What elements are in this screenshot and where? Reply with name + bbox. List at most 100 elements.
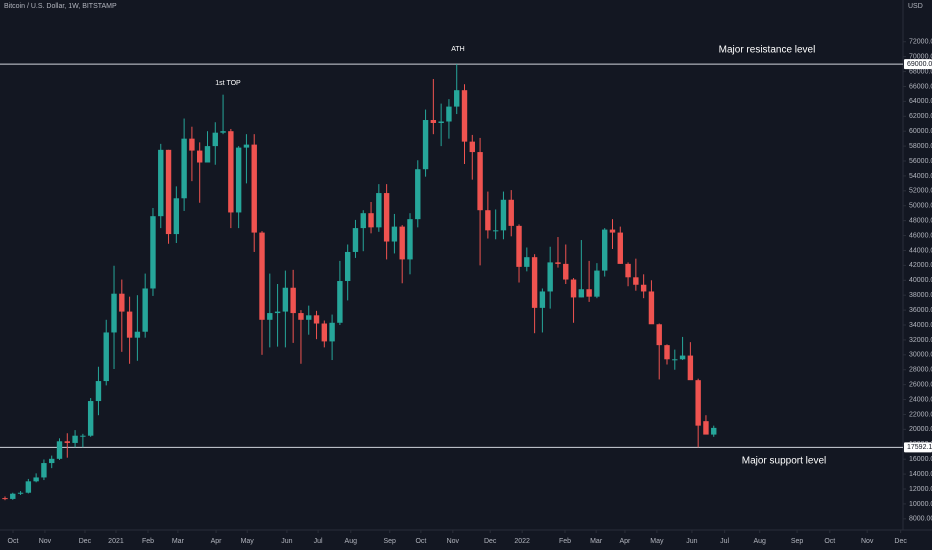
x-tick-label: Oct: [824, 538, 835, 545]
candle-body: [687, 355, 694, 381]
candle-body: [500, 199, 507, 231]
y-tick-label: 44000.00: [909, 247, 932, 254]
candle-body: [664, 345, 670, 360]
y-tick-label: 36000.00: [909, 307, 932, 314]
x-tick-label: Feb: [142, 538, 154, 545]
candle-body: [555, 262, 561, 264]
candle-body: [672, 359, 678, 361]
candle-body: [446, 106, 452, 122]
candle-body: [469, 141, 475, 153]
y-tick-label: 58000.00: [909, 143, 932, 150]
candle-body: [485, 210, 491, 231]
candle-body: [158, 149, 164, 217]
y-tick-label: 32000.00: [909, 337, 932, 344]
candle-body: [41, 463, 47, 478]
annotation: Major resistance level: [719, 45, 816, 56]
candle-body: [134, 331, 141, 338]
candle-body: [609, 229, 616, 233]
y-tick-label: 70000.00: [909, 53, 932, 60]
y-tick-label: 62000.00: [909, 113, 932, 120]
candle-body: [508, 199, 514, 226]
level-label: 17592.18: [907, 444, 932, 451]
candle-body: [711, 427, 717, 435]
x-tick-label: Mar: [590, 538, 603, 545]
candle-body: [679, 355, 686, 360]
candle-body: [633, 277, 639, 285]
candle-body: [430, 120, 437, 123]
candle-body: [516, 225, 522, 267]
candle-body: [648, 291, 655, 325]
candle-body: [10, 493, 16, 499]
y-tick-label: 16000.00: [909, 456, 932, 463]
x-tick-label: Feb: [559, 538, 571, 545]
annotation: ATH: [451, 46, 464, 53]
annotation: 1st TOP: [215, 80, 241, 87]
candle-body: [72, 435, 78, 443]
x-tick-label: Jul: [720, 538, 729, 545]
y-tick-label: 26000.00: [909, 381, 932, 388]
candle-body: [228, 131, 234, 213]
candle-body: [578, 289, 585, 298]
y-tick-label: 64000.00: [909, 98, 932, 105]
candle-body: [415, 169, 421, 220]
candle-body: [56, 441, 63, 459]
candle-body: [617, 232, 623, 264]
x-tick-label: Apr: [619, 538, 631, 545]
candle-body: [126, 311, 133, 338]
x-tick-label: Sep: [384, 538, 397, 545]
candle-body: [111, 293, 117, 333]
candle-body: [539, 291, 546, 308]
y-tick-label: 60000.00: [909, 128, 932, 135]
candle-body: [368, 213, 374, 228]
y-tick-label: 72000.00: [909, 39, 932, 46]
x-tick-label: Nov: [39, 538, 52, 545]
x-tick-label: Oct: [8, 538, 19, 545]
candle-body: [625, 263, 631, 278]
candle-body: [33, 477, 39, 482]
candle-body: [196, 150, 203, 163]
candle-body: [531, 257, 538, 308]
y-tick-label: 28000.00: [909, 367, 932, 374]
candle-body: [298, 313, 304, 320]
y-tick-label: 66000.00: [909, 83, 932, 90]
candle-body: [274, 311, 281, 314]
x-tick-label: May: [650, 538, 664, 545]
candle-body: [438, 121, 444, 123]
candle-body: [173, 198, 180, 235]
y-tick-label: 42000.00: [909, 262, 932, 269]
y-tick-label: 24000.00: [909, 396, 932, 403]
candle-body: [119, 293, 125, 312]
y-tick-label: 8000.00: [909, 516, 932, 523]
candle-body: [313, 315, 320, 324]
level-label: 69000.00: [907, 61, 932, 68]
candle-body: [2, 498, 8, 500]
candle-body: [695, 380, 701, 426]
candle-body: [181, 138, 187, 199]
candle-body: [352, 228, 359, 252]
x-tick-label: Nov: [861, 538, 874, 545]
x-tick-label: Apr: [211, 538, 223, 545]
x-tick-label: 2022: [514, 538, 530, 545]
x-tick-label: 2021: [108, 538, 124, 545]
candle-body: [17, 492, 24, 494]
candle-body: [399, 226, 405, 260]
x-tick-label: Aug: [345, 538, 358, 545]
y-tick-label: 54000.00: [909, 173, 932, 180]
candle-body: [547, 262, 553, 292]
x-tick-label: Sep: [791, 538, 804, 545]
y-tick-label: 38000.00: [909, 292, 932, 299]
candle-body: [306, 315, 312, 320]
candle-body: [656, 324, 662, 346]
y-tick-label: 12000.00: [909, 486, 932, 493]
candle-body: [80, 435, 86, 437]
y-tick-label: 34000.00: [909, 322, 932, 329]
candle-body: [461, 90, 468, 142]
candle-body: [477, 152, 483, 211]
candle-body: [142, 288, 148, 332]
candle-body: [376, 193, 382, 228]
annotation: Major support level: [742, 456, 826, 467]
candle-body: [49, 458, 55, 464]
y-axis-label: USD: [908, 3, 923, 10]
y-tick-label: 48000.00: [909, 217, 932, 224]
